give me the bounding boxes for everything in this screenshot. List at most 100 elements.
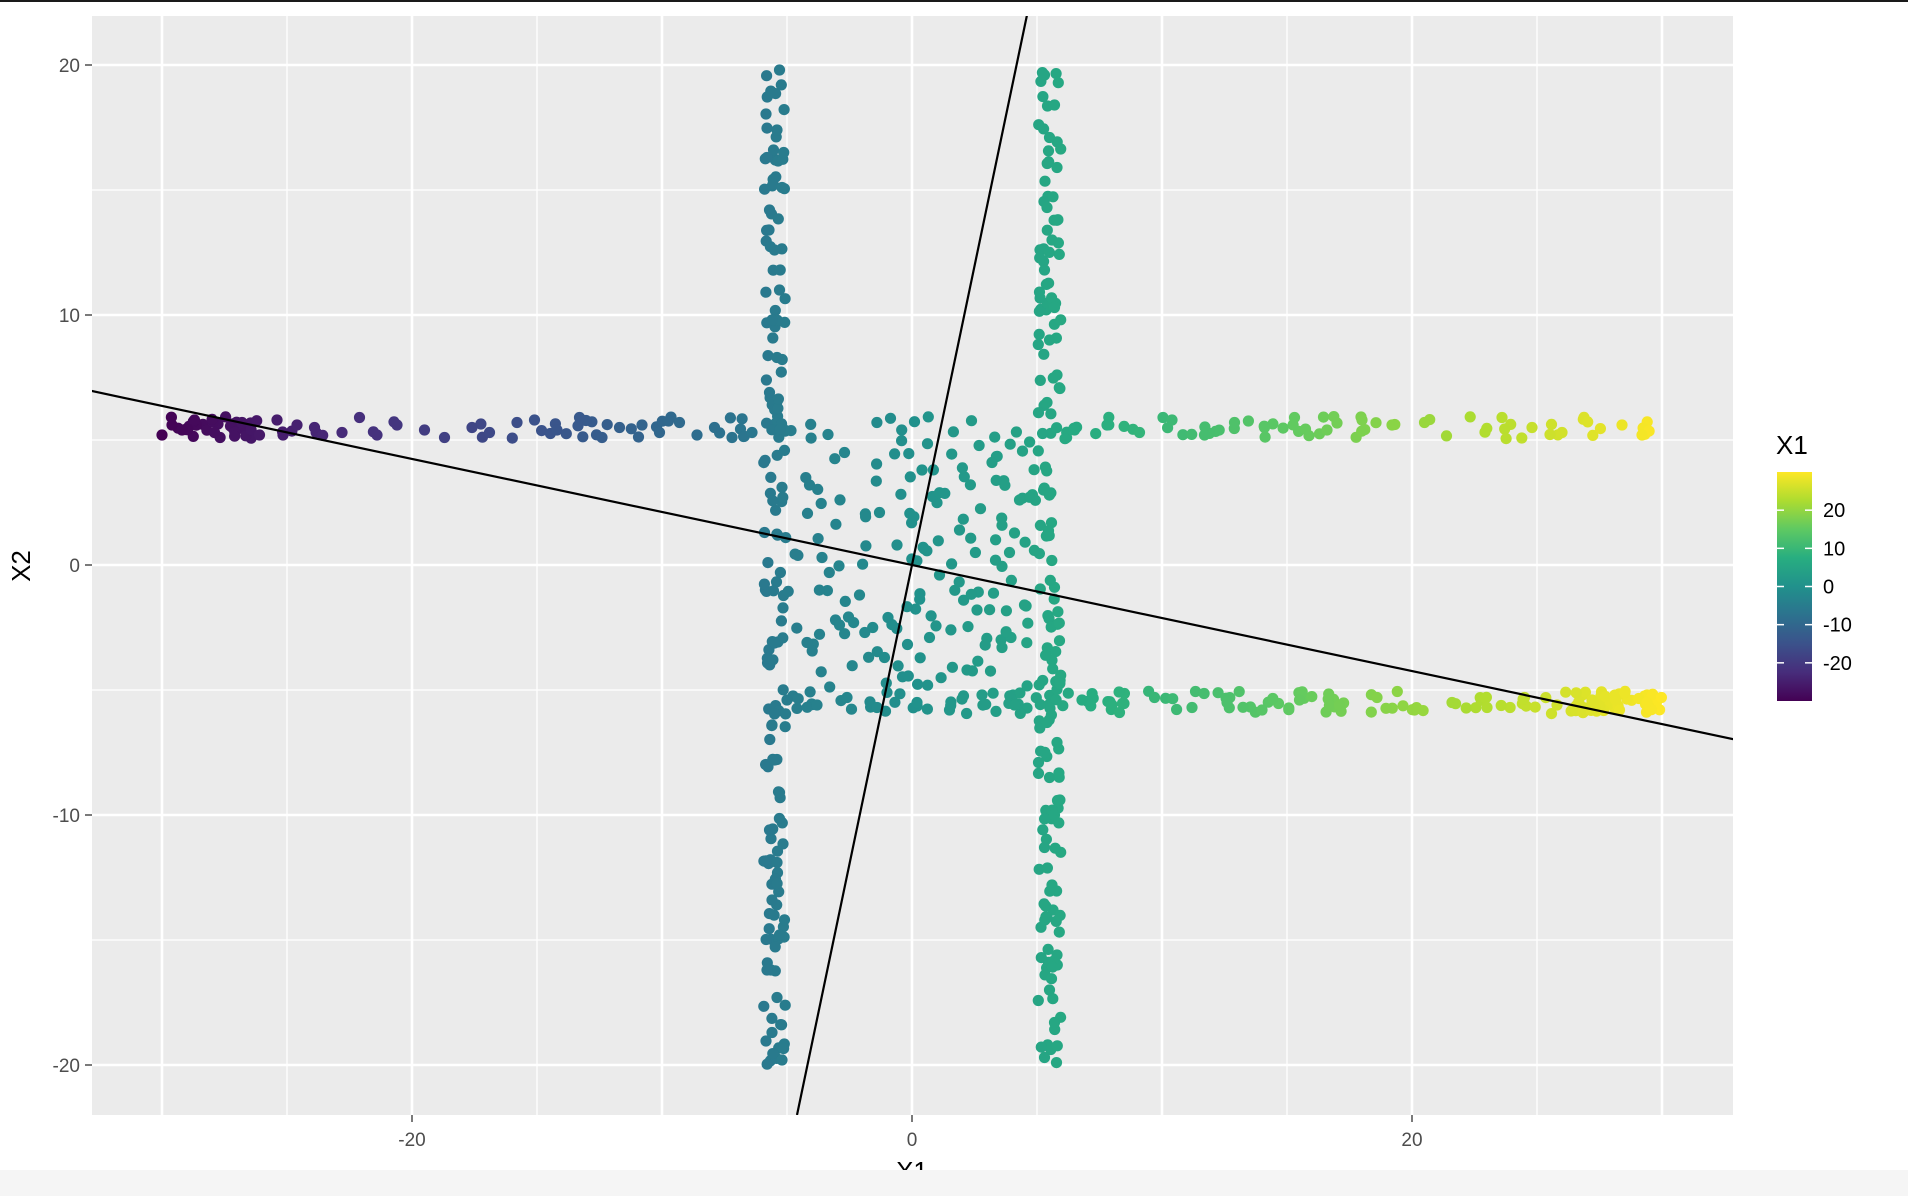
data-point — [1171, 703, 1183, 716]
data-point — [1277, 422, 1289, 434]
data-point — [1053, 767, 1065, 779]
data-point — [1560, 686, 1572, 698]
data-point — [1046, 554, 1058, 567]
data-point — [1499, 423, 1511, 435]
data-point — [767, 1048, 779, 1060]
data-point — [1051, 949, 1063, 961]
data-point — [760, 1035, 772, 1047]
data-point — [1032, 756, 1045, 769]
data-point — [767, 495, 779, 507]
data-point — [761, 1058, 773, 1070]
data-point — [1037, 824, 1049, 836]
data-point — [1050, 68, 1062, 80]
data-point — [846, 660, 858, 672]
data-point — [1034, 252, 1046, 264]
data-point — [1323, 699, 1335, 712]
data-point — [1041, 224, 1053, 236]
data-point — [1101, 419, 1113, 431]
data-point — [910, 603, 922, 615]
data-point — [1033, 679, 1045, 691]
data-point — [1418, 416, 1431, 429]
data-point — [1641, 696, 1653, 709]
data-point — [1000, 605, 1013, 617]
data-point — [939, 487, 951, 499]
y-tick-label: 20 — [59, 56, 80, 77]
data-point — [961, 664, 973, 676]
data-point — [860, 511, 872, 523]
data-point — [778, 146, 790, 159]
data-point — [949, 584, 961, 596]
data-point — [946, 558, 958, 570]
data-point — [336, 426, 348, 439]
data-point — [1259, 431, 1271, 443]
data-point — [577, 431, 589, 443]
data-point — [1041, 911, 1053, 924]
data-point — [932, 535, 944, 547]
data-point — [1619, 687, 1631, 699]
data-point — [878, 651, 891, 664]
y-tick-label: 10 — [59, 306, 80, 327]
data-point — [291, 419, 303, 431]
data-point — [1333, 699, 1346, 711]
data-point — [1047, 961, 1059, 973]
data-point — [813, 584, 826, 596]
data-point — [914, 593, 926, 605]
data-point — [308, 421, 321, 434]
data-point — [1039, 813, 1051, 825]
data-point — [1048, 1016, 1061, 1029]
data-point — [1033, 863, 1045, 875]
data-point — [775, 366, 787, 378]
data-point — [773, 929, 786, 941]
data-point — [760, 933, 772, 946]
data-point — [801, 701, 813, 713]
data-point — [903, 448, 915, 460]
data-point — [1041, 465, 1053, 477]
data-point — [812, 483, 824, 495]
data-point — [1446, 696, 1458, 709]
data-point — [1055, 669, 1067, 681]
data-point — [1043, 984, 1056, 996]
data-point — [625, 423, 637, 435]
data-point — [1013, 494, 1026, 506]
data-point — [916, 464, 928, 476]
data-point — [229, 430, 241, 442]
data-point — [506, 432, 518, 444]
data-point — [777, 602, 789, 614]
data-point — [805, 418, 817, 430]
data-point — [1016, 445, 1029, 457]
data-point — [1051, 736, 1063, 749]
data-point — [772, 393, 785, 405]
data-point — [901, 638, 914, 651]
data-point — [1042, 525, 1055, 537]
data-point — [1033, 328, 1045, 340]
data-point — [1000, 626, 1012, 638]
data-point — [806, 645, 818, 657]
data-point — [1157, 411, 1169, 424]
data-point — [1022, 617, 1034, 629]
data-point — [1233, 686, 1245, 698]
data-point — [1408, 704, 1421, 716]
data-point — [632, 431, 645, 443]
data-point — [917, 541, 929, 553]
data-point — [871, 416, 883, 429]
data-point — [1545, 418, 1558, 430]
data-point — [829, 453, 841, 465]
data-point — [1051, 214, 1063, 226]
data-point — [1570, 687, 1582, 699]
data-point — [763, 824, 776, 836]
data-point — [760, 108, 772, 120]
data-point — [762, 557, 774, 569]
data-point — [1053, 635, 1066, 647]
data-point — [1051, 1040, 1063, 1052]
data-point — [946, 661, 959, 673]
data-point — [1516, 432, 1528, 444]
x-tick-label: 0 — [907, 1130, 918, 1151]
data-point — [1076, 694, 1088, 706]
data-point — [1024, 436, 1036, 448]
data-point — [773, 64, 786, 76]
data-point — [766, 86, 778, 99]
data-point — [726, 431, 738, 444]
data-point — [766, 424, 778, 436]
data-point — [636, 419, 648, 431]
data-point — [560, 428, 572, 440]
